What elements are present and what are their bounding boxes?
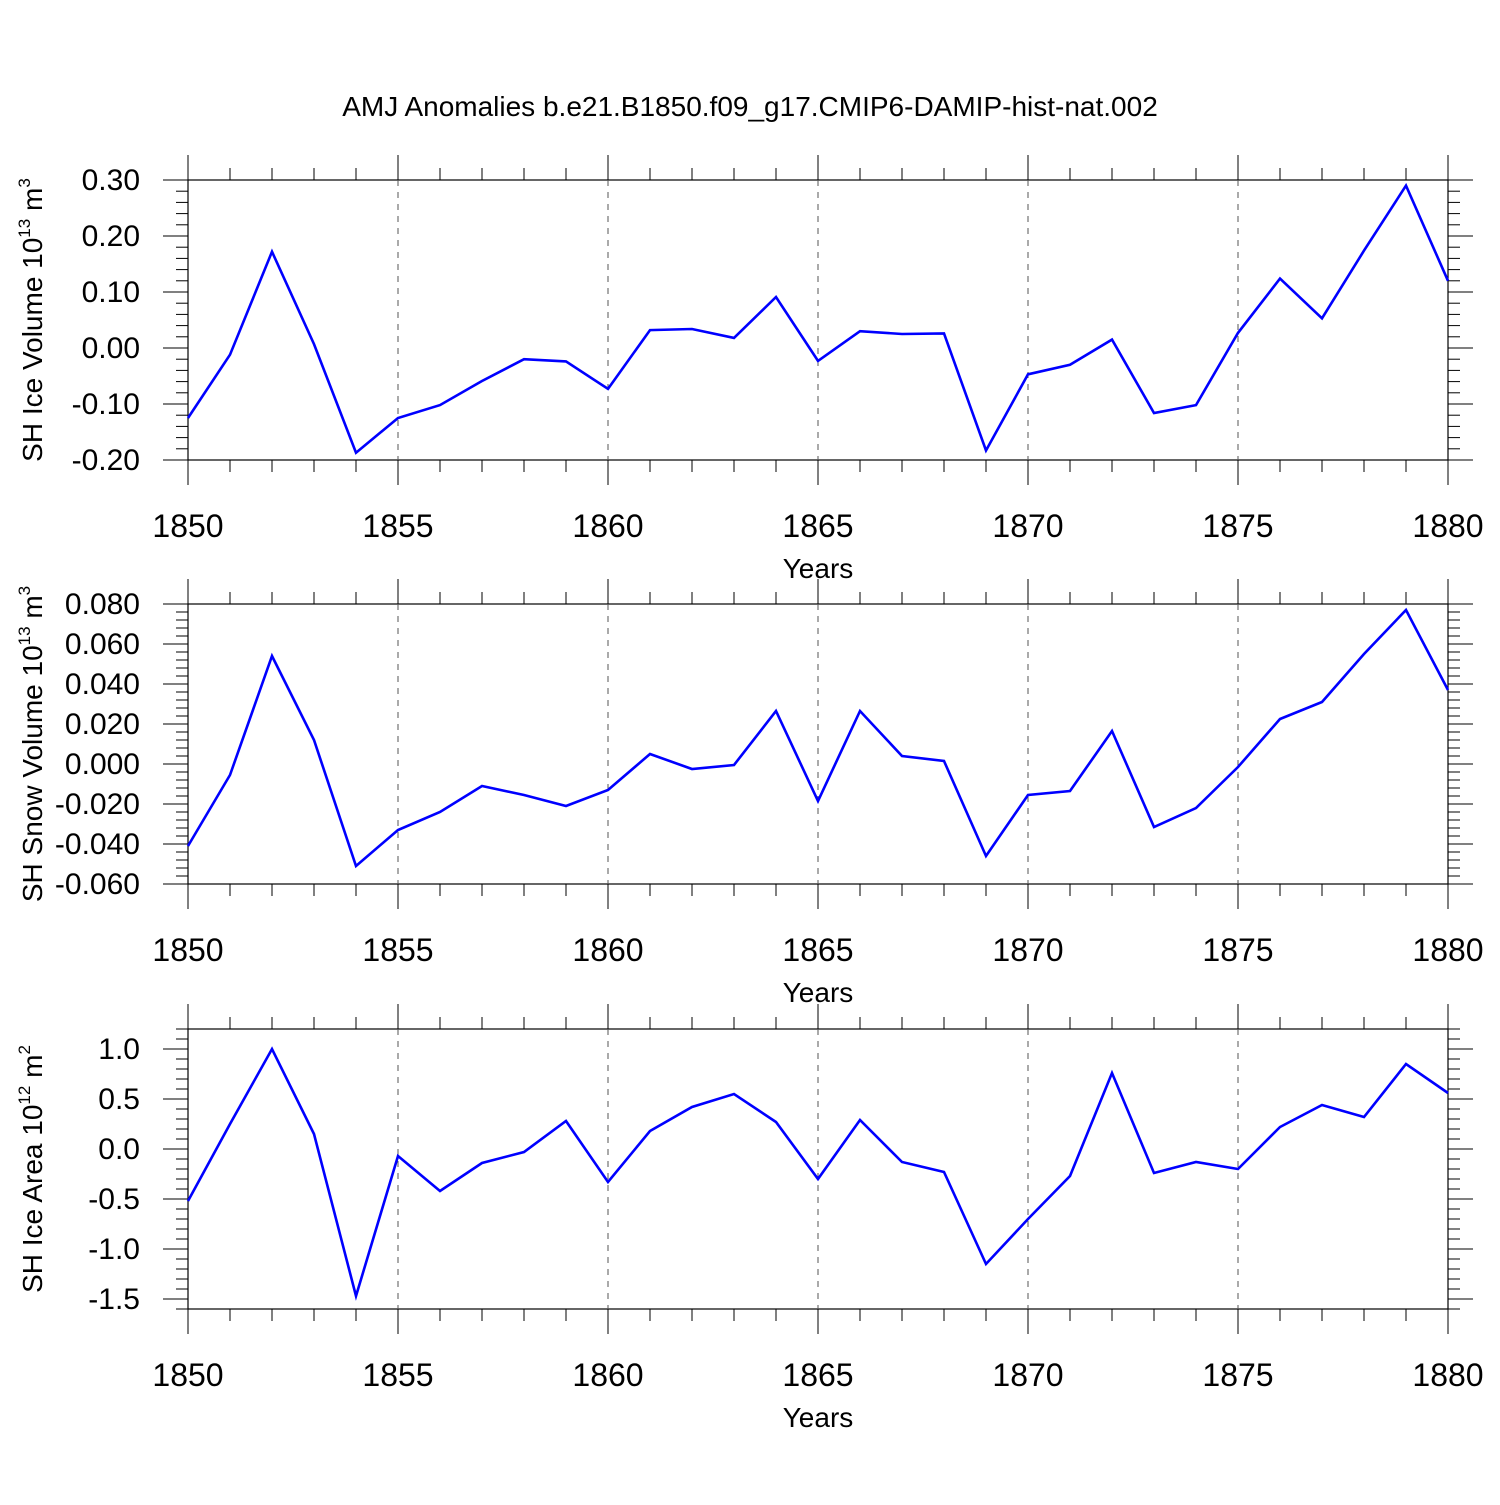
x-tick-label: 1865 [782,932,853,968]
y-tick-label: 0.060 [65,628,140,661]
y-axis-title: SH Ice Area 1012 m2 [15,1045,48,1293]
y-tick-label: 1.0 [98,1033,140,1066]
x-tick-label: 1865 [782,508,853,544]
y-axis-title-superscript: 12 [15,1086,34,1105]
y-axis-title-superscript: 3 [15,178,34,187]
y-axis-title-part: m [17,1055,48,1086]
y-tick-label: 0.080 [65,588,140,621]
x-tick-label: 1880 [1412,508,1483,544]
y-tick-label: 0.30 [82,164,140,197]
y-tick-label: -0.5 [88,1183,140,1216]
y-tick-label: -0.10 [72,388,140,421]
chart-title: AMJ Anomalies b.e21.B1850.f09_g17.CMIP6-… [342,91,1158,122]
x-tick-label: 1860 [572,508,643,544]
y-tick-label: -0.040 [55,828,140,861]
x-tick-label: 1880 [1412,1357,1483,1393]
x-tick-label: 1865 [782,1357,853,1393]
y-tick-label: 0.20 [82,220,140,253]
y-axis-title-superscript: 3 [15,586,34,595]
chart-panel-3: -1.5 -1.0 -0.5 0.0 0.5 1.0 1850 1855 1860 1865 187… [15,1004,1484,1433]
y-axis-title-part: SH Ice Area 10 [17,1105,48,1293]
y-tick-label: 0.040 [65,668,140,701]
y-tick-label: -0.020 [55,788,140,821]
y-tick-label: -0.20 [72,444,140,477]
chart-panel-1: -0.20 -0.10 0.00 0.10 0.20 0.30 1850 1855 1860 18… [15,155,1484,584]
x-tick-label: 1875 [1202,508,1273,544]
y-tick-label: 0.00 [82,332,140,365]
x-tick-label: 1850 [152,1357,223,1393]
y-tick-label: 0.000 [65,748,140,781]
y-tick-label: 0.10 [82,276,140,309]
x-tick-label: 1855 [362,508,433,544]
y-axis-title-superscript: 2 [15,1045,34,1054]
y-axis-title-superscript: 13 [15,626,34,645]
x-tick-label: 1870 [992,1357,1063,1393]
data-series-line [186,182,1450,455]
y-axis-title-part: m [17,188,48,219]
y-tick-label: -1.5 [88,1283,140,1316]
y-tick-label: 0.5 [98,1083,140,1116]
x-axis-title: Years [783,977,854,1008]
y-axis-title: SH Snow Volume 1013 m3 [15,586,48,902]
x-tick-label: 1860 [572,932,643,968]
y-tick-label: -1.0 [88,1233,140,1266]
x-tick-label: 1850 [152,932,223,968]
chart-panel-2: -0.060 -0.040 -0.020 0.000 0.020 0.040 0.060 0.… [15,579,1484,1008]
y-tick-label: -0.060 [55,868,140,901]
x-tick-label: 1850 [152,508,223,544]
x-tick-label: 1855 [362,1357,433,1393]
y-tick-label: 0.020 [65,708,140,741]
x-tick-label: 1870 [992,508,1063,544]
x-tick-label: 1875 [1202,932,1273,968]
x-axis-title: Years [783,553,854,584]
data-series-line [186,607,1450,869]
y-tick-label: 0.0 [98,1133,140,1166]
x-tick-label: 1875 [1202,1357,1273,1393]
y-axis-title-part: m [17,595,48,626]
y-axis-title-part: SH Ice Volume 10 [17,238,48,462]
y-axis-title-superscript: 13 [15,219,34,238]
data-series-line [186,1046,1449,1301]
y-axis-title: SH Ice Volume 1013 m3 [15,178,48,462]
x-tick-label: 1880 [1412,932,1483,968]
x-tick-label: 1860 [572,1357,643,1393]
x-tick-label: 1870 [992,932,1063,968]
x-axis-title: Years [783,1402,854,1433]
y-axis-title-part: SH Snow Volume 10 [17,645,48,902]
x-tick-label: 1855 [362,932,433,968]
